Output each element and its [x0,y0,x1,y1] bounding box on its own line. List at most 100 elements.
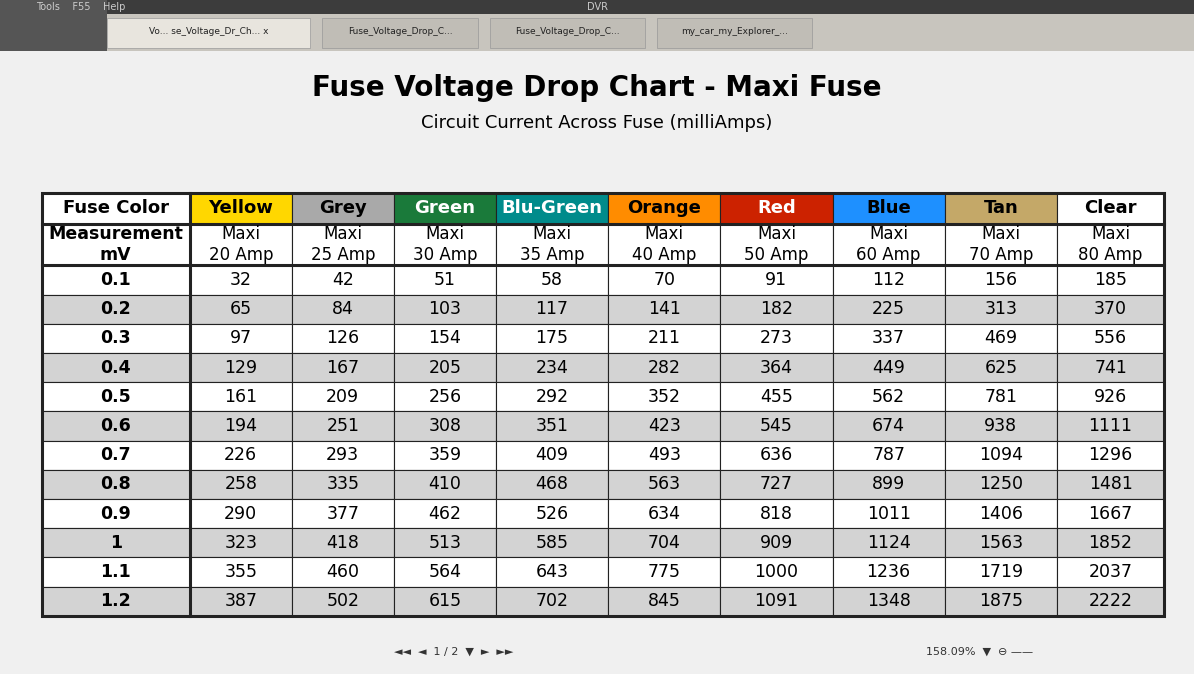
Text: 290: 290 [224,505,258,522]
Text: 643: 643 [535,563,568,581]
Bar [490,18,645,48]
Text: 337: 337 [872,330,905,347]
Text: 564: 564 [429,563,461,581]
Text: 2037: 2037 [1089,563,1133,581]
Bar [832,295,944,324]
Bar [291,224,394,266]
Bar [720,441,832,470]
Bar [944,499,1057,528]
Text: 364: 364 [759,359,793,377]
Bar [832,499,944,528]
Text: 775: 775 [647,563,681,581]
Text: 469: 469 [984,330,1017,347]
Text: Maxi
60 Amp: Maxi 60 Amp [856,225,921,264]
Text: 42: 42 [332,271,353,289]
Text: 32: 32 [229,271,252,289]
Text: 2222: 2222 [1089,592,1133,610]
Text: 899: 899 [872,475,905,493]
Bar [720,557,832,586]
Bar [496,295,608,324]
Text: 359: 359 [429,446,461,464]
Bar [1057,528,1164,557]
Text: Maxi
70 Amp: Maxi 70 Amp [968,225,1033,264]
Text: 410: 410 [429,475,461,493]
Bar [42,470,190,499]
Text: 845: 845 [648,592,681,610]
Bar [720,353,832,382]
Text: 741: 741 [1094,359,1127,377]
Bar [608,353,720,382]
Bar [291,324,394,353]
Bar [107,18,310,48]
Text: 1667: 1667 [1089,505,1133,522]
Text: 141: 141 [648,300,681,318]
Bar [42,557,190,586]
Bar [190,470,291,499]
Text: 455: 455 [761,388,793,406]
Text: 117: 117 [535,300,568,318]
Text: 1: 1 [110,534,122,552]
Bar [42,224,190,266]
Bar [944,411,1057,441]
Bar [496,586,608,616]
Bar [832,266,944,295]
Text: 293: 293 [326,446,359,464]
Bar [1057,441,1164,470]
Text: 787: 787 [872,446,905,464]
Bar [496,411,608,441]
Bar [394,382,496,411]
Text: 409: 409 [535,446,568,464]
Bar [720,324,832,353]
Bar [42,411,190,441]
Bar [944,295,1057,324]
Text: 1348: 1348 [867,592,911,610]
Bar [608,441,720,470]
Text: 335: 335 [326,475,359,493]
Bar [608,224,720,266]
Text: Maxi
35 Amp: Maxi 35 Amp [519,225,584,264]
Text: ◄◄  ◄  1 / 2  ▼  ►  ►►: ◄◄ ◄ 1 / 2 ▼ ► ►► [394,647,513,657]
Text: 563: 563 [647,475,681,493]
Bar [42,499,190,528]
Text: 462: 462 [429,505,461,522]
Text: 209: 209 [326,388,359,406]
Bar [42,441,190,470]
Text: 351: 351 [535,417,568,435]
Bar [944,266,1057,295]
Text: 513: 513 [429,534,461,552]
Bar [190,266,291,295]
Bar [394,470,496,499]
Bar [291,411,394,441]
Bar [42,324,190,353]
Bar [42,193,1164,616]
Bar [496,557,608,586]
Text: 313: 313 [984,300,1017,318]
Bar [1057,295,1164,324]
Text: 0.1: 0.1 [100,271,131,289]
Bar [496,382,608,411]
Text: 211: 211 [647,330,681,347]
Text: 182: 182 [759,300,793,318]
Text: Vo... se_Voltage_Dr_Ch... x: Vo... se_Voltage_Dr_Ch... x [149,28,269,36]
Text: 282: 282 [647,359,681,377]
Text: 129: 129 [224,359,258,377]
Text: 256: 256 [429,388,461,406]
Bar [394,528,496,557]
Bar [394,499,496,528]
Bar [944,586,1057,616]
Bar [720,470,832,499]
Bar [291,382,394,411]
Text: 727: 727 [759,475,793,493]
Text: 225: 225 [872,300,905,318]
Text: 234: 234 [536,359,568,377]
Text: Clear: Clear [1084,200,1137,217]
Text: 355: 355 [224,563,257,581]
Text: 0.5: 0.5 [100,388,131,406]
Bar [190,295,291,324]
Text: 909: 909 [759,534,793,552]
Text: 704: 704 [648,534,681,552]
Bar [1057,557,1164,586]
Text: 175: 175 [535,330,568,347]
Bar [394,586,496,616]
Bar [832,382,944,411]
